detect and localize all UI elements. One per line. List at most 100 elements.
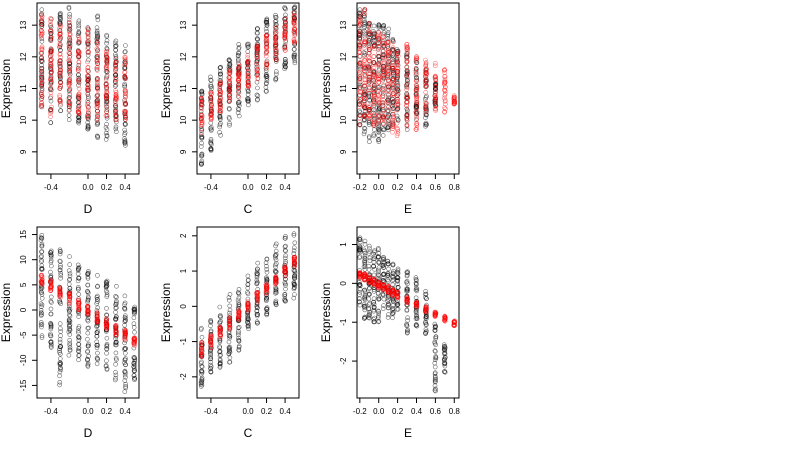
data-point-black [103, 137, 109, 142]
data-point-red [226, 70, 232, 76]
data-point-red [380, 100, 386, 105]
data-point-red [423, 63, 429, 69]
data-point-black [423, 112, 429, 117]
data-point-red [66, 66, 72, 71]
data-point-black [95, 284, 100, 290]
data-point-red [245, 55, 250, 61]
data-point-red [235, 78, 241, 84]
data-point-red [217, 98, 223, 104]
data-point-red [218, 104, 223, 110]
data-point-black [273, 18, 279, 24]
data-point-red [367, 85, 372, 90]
data-point-red [95, 83, 100, 89]
data-point-red [442, 93, 448, 98]
data-point-black [39, 7, 45, 12]
data-point-black [86, 94, 91, 99]
data-point-black [264, 16, 270, 22]
x-tick-label: 0.2 [261, 183, 273, 192]
data-point-black [38, 320, 44, 325]
data-point-black [48, 255, 54, 260]
y-tick-label: 9 [339, 149, 348, 154]
data-point-red [113, 73, 118, 78]
data-point-black [395, 87, 400, 93]
data-point-black [49, 253, 54, 258]
y-tick-label: 11 [19, 84, 28, 93]
data-point-red [390, 114, 396, 119]
data-point-red [414, 125, 420, 131]
data-point-red [366, 67, 372, 72]
data-point-black [38, 254, 44, 260]
data-point-red [376, 33, 381, 39]
data-point-red [66, 102, 72, 107]
data-point-black [48, 322, 54, 328]
data-point-black [218, 121, 223, 126]
data-point-black [39, 249, 45, 254]
data-point-black [404, 84, 409, 89]
data-point-black [371, 29, 376, 34]
data-point-black [227, 346, 232, 352]
data-point-red [86, 78, 91, 83]
data-point-red [113, 109, 118, 115]
data-point-black [104, 292, 110, 298]
data-point-black [375, 290, 381, 296]
data-point-red [376, 101, 382, 106]
data-point-red [103, 77, 109, 83]
data-point-red [226, 87, 232, 92]
data-point-red [442, 84, 448, 90]
data-point-red [371, 31, 377, 37]
data-point-black [123, 141, 128, 146]
data-point-black [227, 122, 232, 128]
data-point-red [237, 73, 242, 78]
data-point-red [413, 70, 419, 75]
data-point-black [226, 295, 232, 300]
data-point-black [85, 336, 90, 342]
data-point-black [48, 321, 54, 327]
data-point-red [85, 101, 90, 107]
data-point-black [67, 271, 73, 276]
data-point-black [123, 370, 128, 376]
data-point-red [273, 57, 279, 63]
data-point-black [57, 21, 63, 27]
data-point-black [199, 363, 204, 369]
x-tick-label: 0.0 [373, 183, 385, 192]
data-point-black [113, 377, 118, 383]
data-point-red [375, 114, 381, 120]
data-point-red [85, 103, 90, 109]
data-point-red [273, 48, 279, 54]
data-point-red [423, 79, 429, 84]
data-point-red [404, 99, 410, 104]
data-point-red [423, 104, 429, 110]
data-point-red [372, 82, 377, 88]
data-point-red [38, 56, 44, 61]
data-point-red [104, 323, 109, 329]
data-point-black [404, 106, 410, 112]
data-point-red [442, 110, 447, 115]
data-point-red [48, 63, 54, 69]
data-point-red [39, 69, 45, 74]
x-tick-label: 0.4 [411, 183, 423, 192]
data-point-black [371, 127, 377, 132]
data-point-black [123, 374, 128, 380]
data-point-red [39, 31, 45, 37]
data-point-red [366, 78, 372, 83]
data-point-black [386, 266, 391, 272]
data-point-black [113, 355, 119, 361]
data-point-black [291, 248, 297, 253]
data-point-black [227, 349, 232, 354]
data-point-black [58, 275, 63, 281]
data-point-black [395, 83, 401, 88]
data-point-red [390, 39, 396, 45]
data-point-red [432, 60, 438, 66]
data-point-black [95, 31, 100, 37]
data-point-red [67, 89, 72, 94]
data-point-black [226, 57, 232, 63]
data-point-black [103, 130, 109, 136]
data-point-black [94, 342, 100, 348]
data-point-red [380, 88, 386, 93]
data-point-black [112, 84, 118, 89]
data-point-red [94, 104, 100, 110]
x-tick-label: 0.4 [120, 407, 132, 416]
data-point-red [362, 63, 368, 69]
data-point-black [283, 253, 288, 258]
y-tick-label: -2 [339, 357, 348, 365]
